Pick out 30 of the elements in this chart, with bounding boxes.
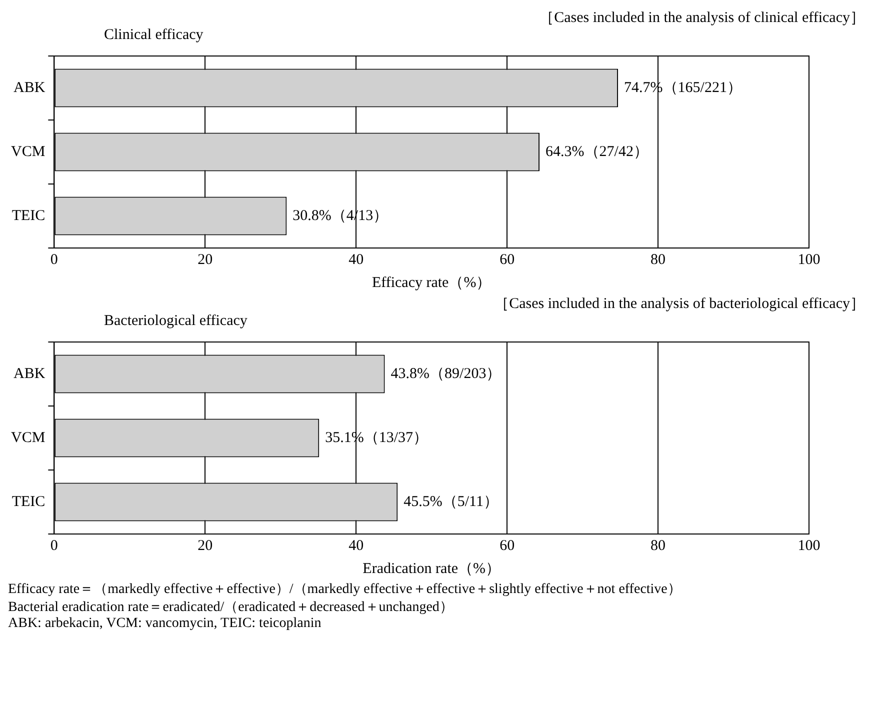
x-tick-label: 60 <box>500 538 515 554</box>
y-tick-label: TEIC <box>12 494 46 510</box>
data-label: 45.5%（5/11） <box>404 494 498 510</box>
x-tick-label: 20 <box>198 538 213 554</box>
chart-subtitle: ［Cases included in the analysis of clinical efficacy］ <box>538 9 866 27</box>
text: Bacterial eradication rate＝eradicated/（eradicated＋decreased＋unchanged） <box>8 599 454 616</box>
text: Efficacy rate＝（markedly effective＋effective）/（markedly effective＋effective＋slightly effective＋not effective） <box>8 581 682 598</box>
y-tick-label: ABK <box>14 80 46 96</box>
x-tick-label: 60 <box>500 252 515 268</box>
chart-subtitle: ［Cases included in the analysis of bacteriological efficacy］ <box>493 295 866 313</box>
x-tick-label: 100 <box>798 538 820 554</box>
y-tick-label: TEIC <box>12 208 46 224</box>
x-tick-label: 20 <box>198 252 213 268</box>
x-tick-label: 40 <box>348 538 364 554</box>
y-tick-label: ABK <box>14 366 46 382</box>
text: ABK: arbekacin, VCM: vancomycin, TEIC: teicoplanin <box>8 616 322 632</box>
chart-title: Bacteriological efficacy <box>104 313 248 330</box>
chart-title: Clinical efficacy <box>104 27 204 44</box>
x-axis-title: Efficacy rate（%） <box>372 274 492 291</box>
x-tick-label: 100 <box>798 252 820 268</box>
x-tick-label: 40 <box>348 252 364 268</box>
y-tick-label: VCM <box>10 430 46 446</box>
x-tick-label: 80 <box>650 252 666 268</box>
data-label: 64.3%（27/42） <box>546 144 648 160</box>
y-tick-label: VCM <box>10 144 46 160</box>
x-tick-label: 80 <box>650 538 666 554</box>
x-axis-title: Eradication rate（%） <box>362 560 501 577</box>
x-tick-label: 0 <box>50 538 58 554</box>
data-label: 43.8%（89/203） <box>390 366 502 382</box>
x-tick-label: 0 <box>50 252 58 268</box>
